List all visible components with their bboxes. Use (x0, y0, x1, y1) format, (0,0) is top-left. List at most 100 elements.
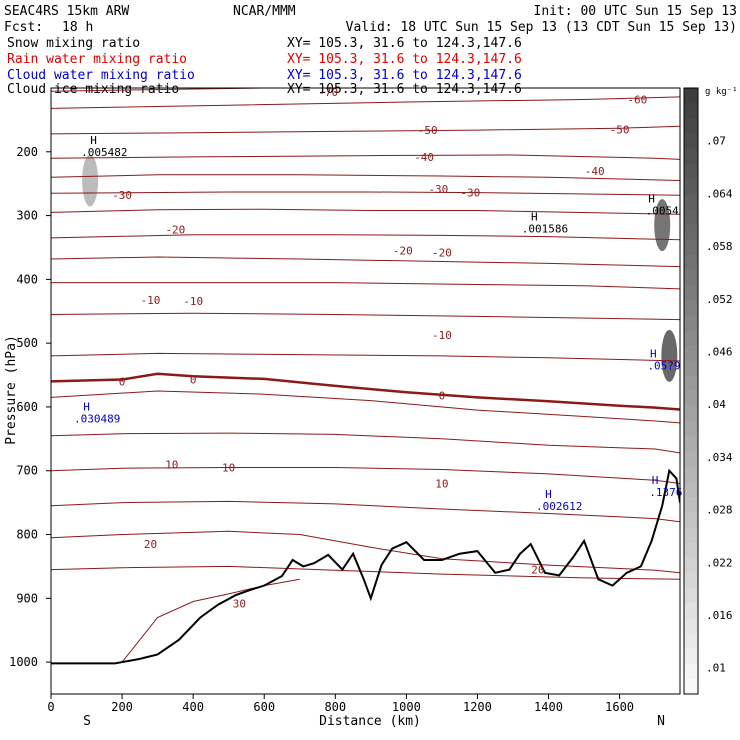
isotherm (51, 96, 680, 109)
x-axis: 0 200 400 600 800 1000 1200 1400 1600 (47, 694, 634, 714)
fcst-value: 18 h (62, 20, 93, 35)
colorbar-frame (683, 87, 699, 695)
contour-label: -60 (627, 93, 647, 106)
maximum-h-marker: H (83, 400, 90, 413)
terrain-line (51, 468, 680, 665)
colorbar-cell (684, 163, 698, 180)
isotherm (51, 390, 680, 424)
contour-label: -10 (432, 329, 452, 342)
contour-label: 20 (531, 564, 544, 577)
field-name-2: Cloud water mixing ratio (7, 68, 195, 83)
field-xy-1: XY= 105.3, 31.6 to 124.3,147.6 (287, 52, 522, 67)
contour-label: 20 (144, 538, 157, 551)
x-tick-label: 0 (47, 700, 54, 714)
colorbar-cell (684, 421, 698, 438)
colorbar-tick-label: .022 (706, 556, 733, 569)
maximum-label: .05?9 (647, 359, 680, 372)
x-tick-label: 1200 (463, 700, 492, 714)
model-title: SEAC4RS 15km ARW (4, 4, 129, 19)
colorbar-cell (684, 603, 698, 619)
maximum-label: .002612 (536, 500, 582, 513)
x-tick-label: 600 (253, 700, 275, 714)
colorbar-cell (684, 224, 698, 241)
colorbar-cell (684, 527, 698, 544)
isotherm (51, 154, 680, 160)
field-xy-3: XY= 105.3, 31.6 to 124.3,147.6 (287, 82, 522, 97)
isotherm (51, 125, 680, 135)
center-title: NCAR/MMM (233, 4, 296, 19)
isotherm (51, 234, 680, 241)
isotherm (121, 578, 300, 663)
colorbar-unit: g kg⁻¹ (705, 87, 738, 97)
contour-label: 10 (165, 458, 178, 471)
colorbar-cell (684, 436, 698, 453)
colorbar-tick-label: .04 (706, 398, 726, 411)
colorbar-cell (684, 345, 698, 362)
colorbar-cell (684, 254, 698, 271)
contour-labels: -70 -60 -50 -50 -40 -40 -30 -30 -30 -20 -20 -20 -10 -… (112, 86, 647, 611)
y-tick-label: 1000 (9, 655, 38, 669)
colorbar-cell (684, 300, 698, 316)
colorbar-cell (684, 587, 698, 604)
colorbar-cell (684, 542, 698, 559)
colorbar-cell (684, 133, 698, 150)
colorbar-cell (684, 118, 698, 135)
fcst-label: Fcst: (4, 20, 43, 35)
maximum-h-marker: H (648, 192, 655, 205)
colorbar-tick-label: .034 (706, 451, 733, 464)
colorbar-cell (684, 406, 698, 422)
colorbar-cell (684, 618, 698, 634)
isotherm (51, 191, 680, 196)
contour-label: 10 (435, 477, 448, 490)
terrain-layer (51, 468, 680, 665)
colorbar-cell (684, 269, 698, 286)
shaded-region (82, 154, 99, 207)
maximum-label: .005482 (81, 146, 127, 159)
maximum-h-marker: H (545, 488, 552, 501)
contour-label: -40 (414, 151, 434, 164)
temperature-contours (51, 88, 680, 663)
x-tick-label: 200 (111, 700, 133, 714)
y-axis-label: Pressure (hPa) (4, 335, 19, 445)
colorbar-cell (684, 481, 698, 498)
isotherm (51, 500, 680, 523)
maximum-label: .1376 (649, 486, 682, 499)
colorbar-cell (684, 330, 698, 347)
x-tick-label: 1600 (605, 700, 634, 714)
colorbar-cell (684, 663, 698, 680)
colorbar-tick-label: .052 (706, 293, 733, 306)
contour-label: -10 (183, 295, 203, 308)
isotherm (51, 312, 680, 321)
field-name-0: Snow mixing ratio (7, 36, 140, 51)
isotherm (51, 432, 680, 454)
y-tick-label: 200 (16, 145, 38, 159)
colorbar-tick-label: .07 (706, 135, 726, 148)
colorbar-cell (684, 88, 698, 104)
contour-label: 0 (119, 375, 126, 388)
colorbar-cell (684, 103, 698, 119)
x-tick-label: 400 (182, 700, 204, 714)
colorbar-cell (684, 239, 698, 256)
isotherm (51, 372, 680, 411)
contour-label: -30 (112, 189, 132, 202)
maximum-label: .0054 (646, 204, 679, 217)
colorbar-tick-label: .01 (706, 662, 726, 675)
isotherm (51, 256, 680, 268)
isotherm (51, 467, 680, 484)
shaded-region (654, 199, 671, 252)
contour-label: 0 (190, 374, 197, 387)
contour-label: -40 (585, 165, 605, 178)
colorbar-tick-label: .046 (706, 345, 733, 358)
isotherm (51, 88, 306, 92)
maximum-label: .030489 (74, 412, 120, 425)
maximum-h-marker: H (90, 134, 97, 147)
valid-time: Valid: 18 UTC Sun 15 Sep 13 (13 CDT Sun … (346, 20, 737, 35)
x-tick-label: 1000 (392, 700, 421, 714)
contour-label: -20 (432, 247, 452, 260)
x-tick-label: 1400 (534, 700, 563, 714)
plot-frame (50, 87, 681, 695)
y-tick-label: 900 (16, 591, 38, 605)
field-xy-0: XY= 105.3, 31.6 to 124.3,147.6 (287, 36, 522, 51)
colorbar-tick-label: .064 (706, 187, 733, 200)
header: SEAC4RS 15km ARW NCAR/MMM Init: 00 UTC S… (4, 4, 737, 35)
